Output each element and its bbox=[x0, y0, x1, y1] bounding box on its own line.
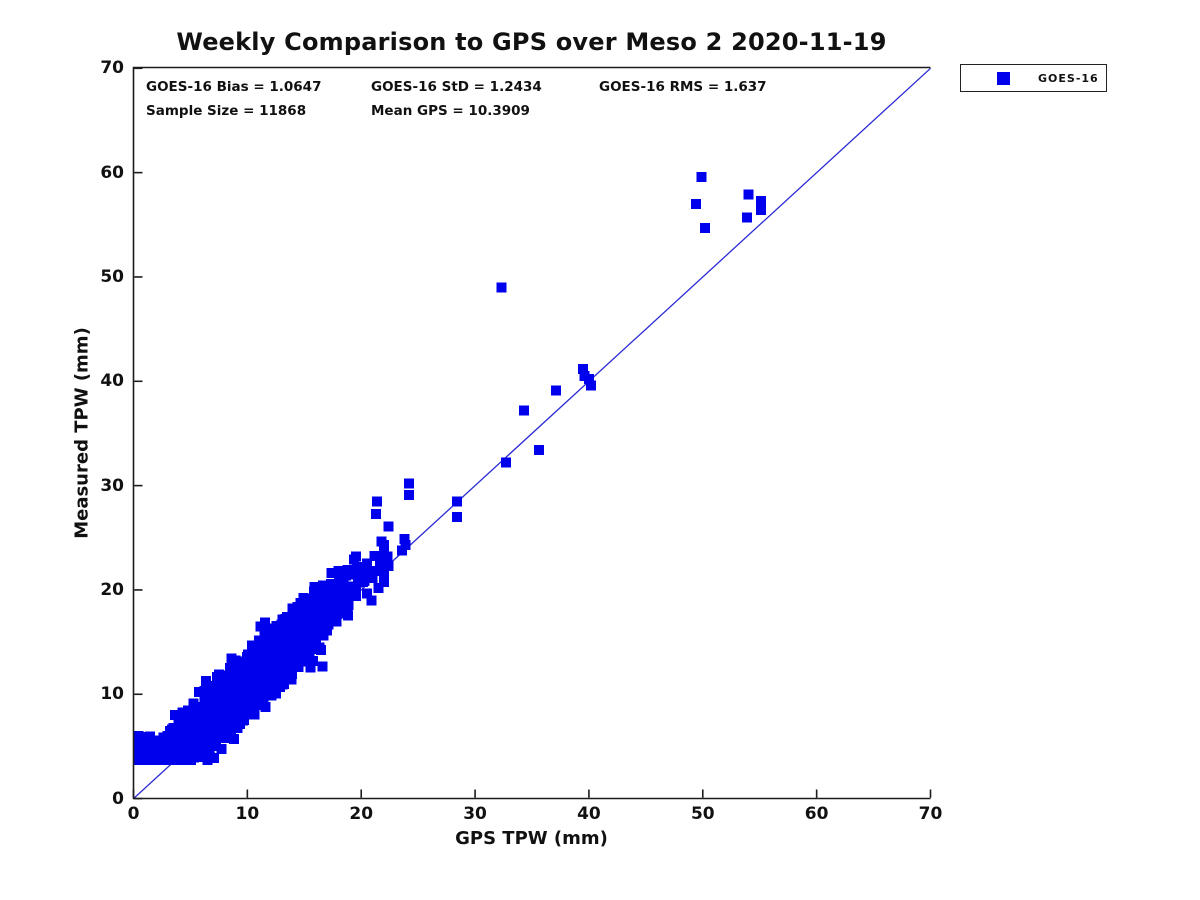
axes-box bbox=[132, 66, 932, 800]
legend: GOES-16 bbox=[960, 64, 1107, 92]
x-tick-label: 40 bbox=[577, 804, 601, 824]
x-tick-label: 0 bbox=[127, 804, 140, 824]
x-tick-label: 70 bbox=[918, 804, 943, 824]
y-tick-label: 20 bbox=[100, 579, 124, 600]
stat-std: GOES-16 StD = 1.2434 bbox=[371, 79, 542, 95]
y-tick-label: 70 bbox=[100, 58, 124, 79]
stat-sample-size: Sample Size = 11868 bbox=[146, 103, 307, 119]
y-tick-label: 40 bbox=[100, 371, 124, 392]
y-axis-label: Measured TPW (mm) bbox=[71, 327, 93, 539]
y-tick-label: 50 bbox=[100, 266, 124, 287]
stat-rms: GOES-16 RMS = 1.637 bbox=[599, 79, 767, 95]
chart-title: Weekly Comparison to GPS over Meso 2 202… bbox=[176, 28, 887, 56]
x-tick-label: 60 bbox=[804, 804, 829, 824]
legend-label: GOES-16 bbox=[1038, 71, 1099, 85]
scatter-points bbox=[133, 171, 766, 765]
y-tick-label: 0 bbox=[112, 788, 124, 809]
y-tick-label: 10 bbox=[100, 684, 124, 705]
x-tick-label: 10 bbox=[235, 804, 260, 824]
x-tick-label: 50 bbox=[690, 804, 715, 824]
x-axis-label: GPS TPW (mm) bbox=[455, 828, 608, 849]
legend-marker-square-icon bbox=[997, 71, 1010, 85]
x-tick-label: 20 bbox=[349, 804, 374, 824]
y-tick-label: 60 bbox=[100, 162, 124, 183]
x-tick-label: 30 bbox=[463, 804, 487, 824]
stat-bias: GOES-16 Bias = 1.0647 bbox=[146, 79, 322, 95]
stat-mean-gps: Mean GPS = 10.3909 bbox=[371, 103, 530, 119]
y-tick-label: 30 bbox=[100, 475, 124, 496]
